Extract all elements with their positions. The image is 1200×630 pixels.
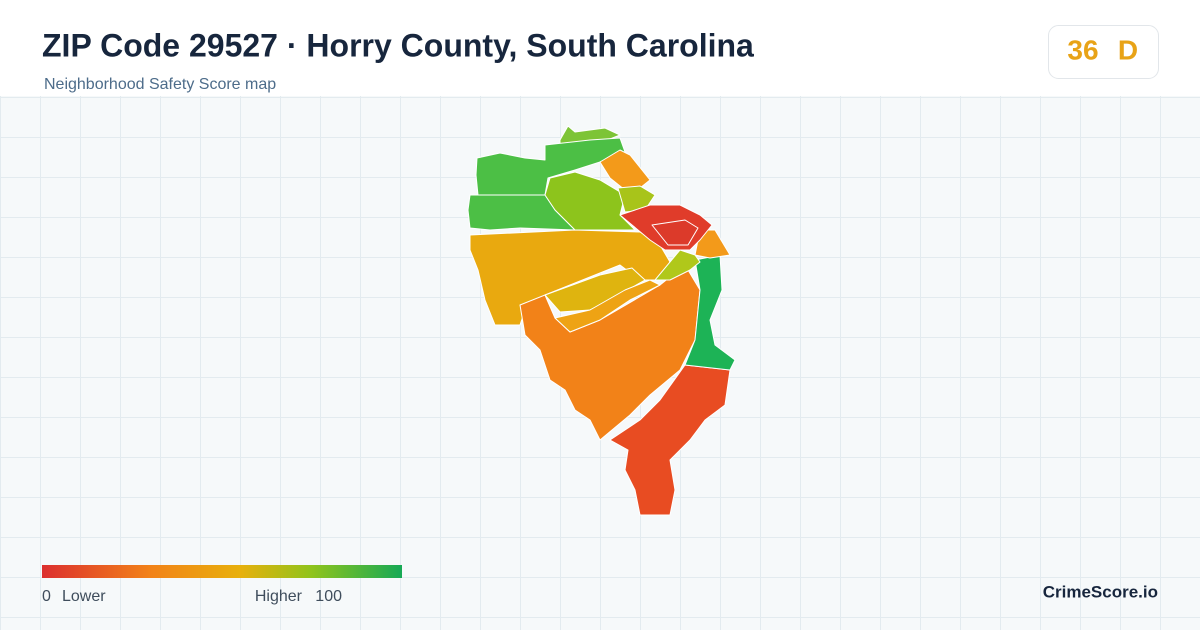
title: ZIP Code 29527 · Horry County, South Car… [42, 27, 754, 63]
region [609, 364, 731, 516]
subtitle: Neighborhood Safety Score map [44, 76, 276, 93]
region [694, 229, 731, 259]
legend-high-label: Higher [255, 588, 303, 605]
header-band [0, 0, 1200, 96]
score-grade: D [1118, 34, 1138, 65]
region [651, 219, 699, 246]
legend-max: 100 [315, 588, 342, 605]
score-value: 36 [1067, 34, 1098, 65]
legend-low-label: Lower [62, 588, 106, 605]
legend-min: 0 [42, 588, 51, 605]
region [599, 149, 651, 191]
grid [0, 96, 1200, 630]
region [554, 279, 661, 333]
region [617, 185, 656, 213]
brand: CrimeScore.io [1043, 582, 1158, 601]
legend-bar [42, 565, 402, 578]
region [684, 254, 736, 371]
score-badge [1048, 25, 1159, 79]
zip-map [467, 125, 736, 516]
